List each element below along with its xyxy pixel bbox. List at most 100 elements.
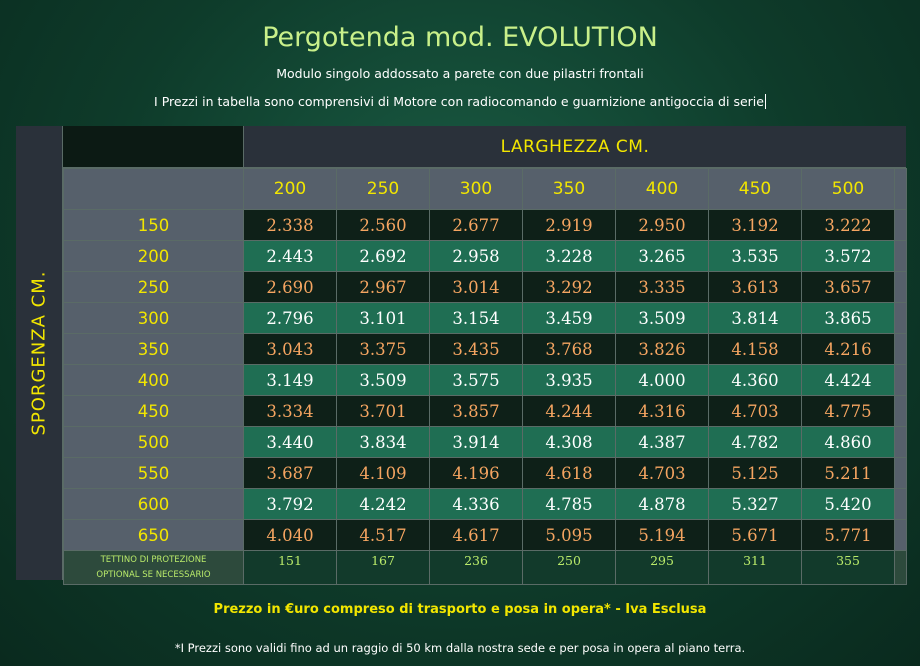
price-cell: 4.703 <box>708 395 802 427</box>
price-cell: 3.440 <box>243 426 337 458</box>
price-cell: 3.535 <box>708 240 802 272</box>
price-cell: 3.154 <box>429 302 523 334</box>
width-header-250: 250 <box>336 168 430 210</box>
price-cell: 3.265 <box>615 240 709 272</box>
price-cell: 3.857 <box>429 395 523 427</box>
header-spacer <box>63 168 244 210</box>
table-row: 350 3.043 3.375 3.435 3.768 3.826 4.158 4.216 <box>63 333 907 365</box>
optional-roof-price: 167 <box>336 550 430 585</box>
row-end-spacer <box>894 395 907 427</box>
price-cell: 2.796 <box>243 302 337 334</box>
price-cell: 5.420 <box>801 488 895 520</box>
price-cell: 3.192 <box>708 209 802 241</box>
price-cell: 3.572 <box>801 240 895 272</box>
price-cell: 2.950 <box>615 209 709 241</box>
price-cell: 3.575 <box>429 364 523 396</box>
depth-label-650: 650 <box>63 519 244 551</box>
price-cell: 3.459 <box>522 302 616 334</box>
optional-roof-price: 151 <box>243 550 337 585</box>
optional-roof-price: 355 <box>801 550 895 585</box>
depth-label-400: 400 <box>63 364 244 396</box>
row-end-spacer <box>894 488 907 520</box>
text-cursor <box>764 94 766 109</box>
optional-roof-row: TETTINO DI PROTEZIONE OPTIONAL SE NECESSA… <box>63 550 907 585</box>
optional-roof-label-line1: TETTINO DI PROTEZIONE <box>100 554 207 565</box>
table-row: 600 3.792 4.242 4.336 4.785 4.878 5.327 5.420 <box>63 488 907 520</box>
row-end-spacer <box>894 457 907 489</box>
price-cell: 2.967 <box>336 271 430 303</box>
price-cell: 2.958 <box>429 240 523 272</box>
price-cell: 3.814 <box>708 302 802 334</box>
table-row: 450 3.334 3.701 3.857 4.244 4.316 4.703 4.775 <box>63 395 907 427</box>
optional-roof-price: 236 <box>429 550 523 585</box>
optional-roof-price: 295 <box>615 550 709 585</box>
price-cell: 3.335 <box>615 271 709 303</box>
price-cell: 4.517 <box>336 519 430 551</box>
page-subtitle: Modulo singolo addossato a parete con du… <box>276 66 644 81</box>
price-cell: 3.935 <box>522 364 616 396</box>
price-cell: 3.228 <box>522 240 616 272</box>
price-cell: 3.509 <box>336 364 430 396</box>
row-end-spacer <box>894 302 907 334</box>
row-end-spacer <box>894 209 907 241</box>
price-cell: 2.560 <box>336 209 430 241</box>
price-cell: 3.043 <box>243 333 337 365</box>
row-end-spacer <box>894 550 907 585</box>
depth-label-250: 250 <box>63 271 244 303</box>
table-row: 300 2.796 3.101 3.154 3.459 3.509 3.814 3.865 <box>63 302 907 334</box>
price-cell: 3.914 <box>429 426 523 458</box>
price-cell: 3.101 <box>336 302 430 334</box>
price-cell: 3.701 <box>336 395 430 427</box>
price-cell: 4.040 <box>243 519 337 551</box>
footnote: *I Prezzi sono validi fino ad un raggio … <box>174 641 746 655</box>
price-cell: 4.316 <box>615 395 709 427</box>
price-cell: 5.327 <box>708 488 802 520</box>
pricing-note: I Prezzi in tabella sono comprensivi di … <box>0 94 920 109</box>
row-end-spacer <box>894 333 907 365</box>
width-header-450: 450 <box>708 168 802 210</box>
price-cell: 3.375 <box>336 333 430 365</box>
width-header-row: 200 250 300 350 400 450 500 <box>63 168 907 210</box>
depth-label-500: 500 <box>63 426 244 458</box>
width-header-400: 400 <box>615 168 709 210</box>
price-cell: 4.000 <box>615 364 709 396</box>
table-row: 150 2.338 2.560 2.677 2.919 2.950 3.192 3.222 <box>63 209 907 241</box>
price-note: Prezzo in €uro compreso di trasporto e p… <box>213 602 707 617</box>
price-cell: 4.860 <box>801 426 895 458</box>
price-cell: 2.443 <box>243 240 337 272</box>
optional-roof-price: 311 <box>708 550 802 585</box>
row-end-spacer <box>894 240 907 272</box>
row-end-spacer <box>894 426 907 458</box>
price-cell: 4.775 <box>801 395 895 427</box>
optional-roof-price: 250 <box>522 550 616 585</box>
table-row: 250 2.690 2.967 3.014 3.292 3.335 3.613 3.657 <box>63 271 907 303</box>
header-end-spacer <box>894 168 907 210</box>
price-cell: 4.308 <box>522 426 616 458</box>
price-cell: 3.613 <box>708 271 802 303</box>
price-cell: 3.509 <box>615 302 709 334</box>
depth-label-350: 350 <box>63 333 244 365</box>
price-cell: 5.095 <box>522 519 616 551</box>
optional-roof-label: TETTINO DI PROTEZIONE OPTIONAL SE NECESSA… <box>63 550 244 585</box>
price-cell: 4.216 <box>801 333 895 365</box>
price-cell: 4.109 <box>336 457 430 489</box>
price-cell: 2.919 <box>522 209 616 241</box>
optional-roof-label-line2: OPTIONAL SE NECESSARIO <box>96 569 211 580</box>
depth-label-600: 600 <box>63 488 244 520</box>
table-corner <box>63 126 243 168</box>
price-cell: 3.687 <box>243 457 337 489</box>
price-cell: 4.242 <box>336 488 430 520</box>
price-cell: 4.158 <box>708 333 802 365</box>
price-cell: 3.292 <box>522 271 616 303</box>
price-cell: 4.785 <box>522 488 616 520</box>
depth-axis-label: SPORGENZA CM. <box>16 126 63 580</box>
depth-axis-label-text: SPORGENZA CM. <box>28 270 50 436</box>
depth-label-300: 300 <box>63 302 244 334</box>
price-cell: 4.387 <box>615 426 709 458</box>
price-cell: 4.703 <box>615 457 709 489</box>
price-cell: 3.435 <box>429 333 523 365</box>
price-cell: 4.424 <box>801 364 895 396</box>
depth-label-200: 200 <box>63 240 244 272</box>
price-cell: 4.617 <box>429 519 523 551</box>
price-cell: 5.125 <box>708 457 802 489</box>
